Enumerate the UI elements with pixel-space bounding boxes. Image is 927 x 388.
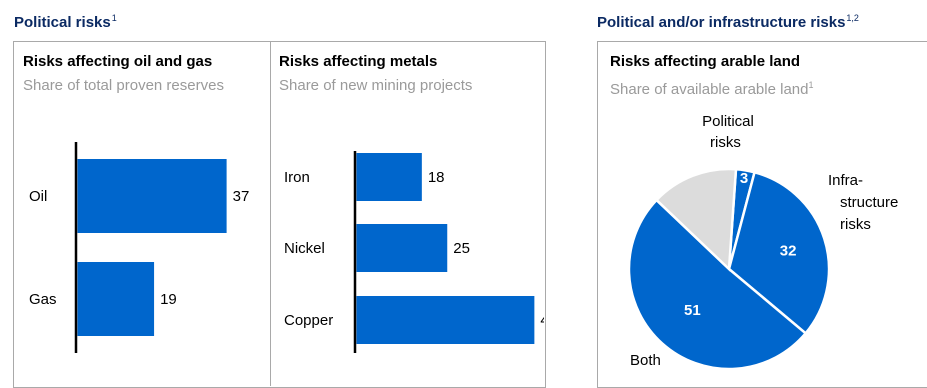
arable-land-subtitle: Share of available arable land1	[610, 75, 910, 100]
section-title-political-infrastructure-risks: Political and/or infrastructure risks1,2	[597, 13, 859, 31]
oil-gas-title: Risks affecting oil and gas	[23, 53, 213, 70]
metals-copper-category-label: Copper	[284, 312, 333, 329]
arable-land-title: Risks affecting arable land	[610, 53, 801, 70]
oil-gas-gas-category-label: Gas	[29, 291, 57, 308]
pie-value-label-1: 32	[780, 242, 797, 259]
pie-category-label-both: Both	[630, 352, 661, 369]
arable-land-subtitle-footnote: 1	[808, 80, 814, 90]
metals-iron-category-label: Iron	[284, 169, 310, 186]
oil-gas-oil-category-label: Oil	[29, 188, 47, 205]
metals-iron-bar	[356, 153, 422, 201]
pie-slice-3	[654, 167, 738, 272]
metals-copper-value-label: 49	[540, 312, 544, 329]
arable-land-subtitle-text: Share of available arable land	[610, 81, 809, 98]
oil-gas-gas-bar	[77, 262, 155, 336]
pie-value-label-0: 3	[740, 170, 748, 187]
metals-panel: Risks affecting metals Share of new mini…	[271, 41, 544, 386]
pie-category-label-infrastructure: structure	[840, 194, 898, 211]
pie-category-label-political: Political	[702, 113, 754, 130]
section-title-text: Political and/or infrastructure risks	[597, 14, 846, 31]
metals-copper-bar	[356, 296, 535, 344]
oil-gas-oil-value-label: 37	[233, 188, 250, 205]
metals-nickel-category-label: Nickel	[284, 240, 325, 257]
section-title-political-risks: Political risks1	[14, 13, 117, 31]
pie-value-label-2: 51	[684, 302, 701, 319]
section-title-footnote: 1,2	[846, 13, 859, 23]
pie-category-label-infrastructure: risks	[840, 216, 871, 233]
metals-title: Risks affecting metals	[279, 53, 438, 70]
oil-gas-oil-bar	[77, 159, 227, 233]
arable-land-panel: Risks affecting arable land Share of ava…	[598, 41, 927, 386]
pie-category-label-political: risks	[710, 134, 741, 151]
section-title-text: Political risks	[14, 14, 111, 31]
metals-bar-chart: Iron 18 Nickel 25 Copper 49	[284, 151, 544, 353]
metals-nickel-bar	[356, 224, 448, 272]
metals-subtitle: Share of new mining projects	[279, 77, 473, 94]
pie-slice-2	[627, 198, 808, 371]
pie-slice-1	[727, 170, 831, 336]
pie-category-label-infrastructure: Infra-	[828, 172, 863, 189]
oil-gas-bar-chart: Oil 37 Gas 19	[29, 142, 250, 353]
metals-nickel-value-label: 25	[453, 240, 470, 257]
oil-gas-gas-value-label: 19	[160, 291, 177, 308]
oil-gas-subtitle: Share of total proven reserves	[23, 77, 224, 94]
metals-iron-value-label: 18	[428, 169, 445, 186]
panel-divider	[270, 41, 271, 386]
section-title-footnote: 1	[111, 13, 117, 23]
arable-land-pie-chart: 3 32 51 Political risks Infra-structure risks B…	[627, 113, 898, 371]
oil-gas-panel: Risks affecting oil and gas Share of tot…	[14, 41, 270, 386]
